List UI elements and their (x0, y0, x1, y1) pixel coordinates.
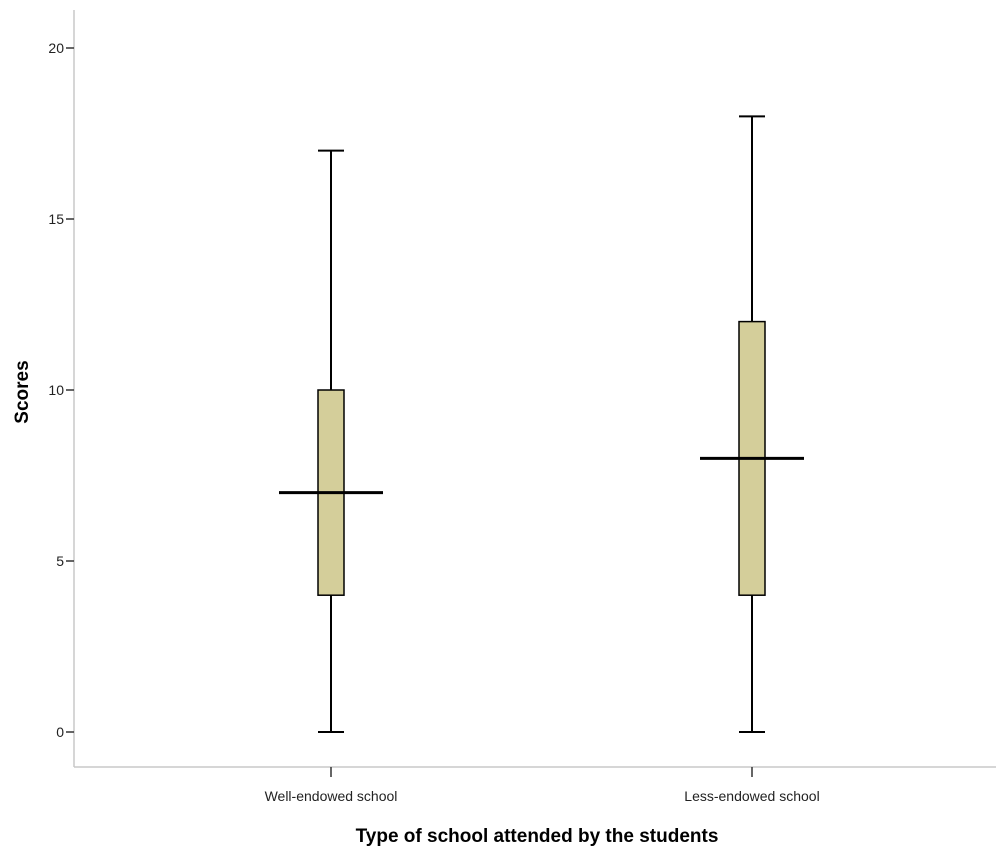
y-tick-label: 15 (48, 211, 64, 227)
x-axis-ticks: Well-endowed school Less-endowed school (265, 767, 820, 804)
axes (73, 10, 996, 768)
y-tick-label: 0 (56, 724, 64, 740)
x-axis-title: Type of school attended by the students (356, 826, 719, 847)
y-tick-label: 20 (48, 40, 64, 56)
x-tick-label: Less-endowed school (684, 788, 819, 804)
boxes (279, 115, 804, 733)
y-axis-ticks: 0 5 10 15 20 (48, 40, 74, 740)
y-tick-label: 5 (56, 553, 64, 569)
box-group (279, 149, 383, 733)
box-group (700, 115, 804, 733)
x-tick-label: Well-endowed school (265, 788, 398, 804)
y-axis-title: Scores (12, 360, 33, 423)
y-tick-label: 10 (48, 382, 64, 398)
